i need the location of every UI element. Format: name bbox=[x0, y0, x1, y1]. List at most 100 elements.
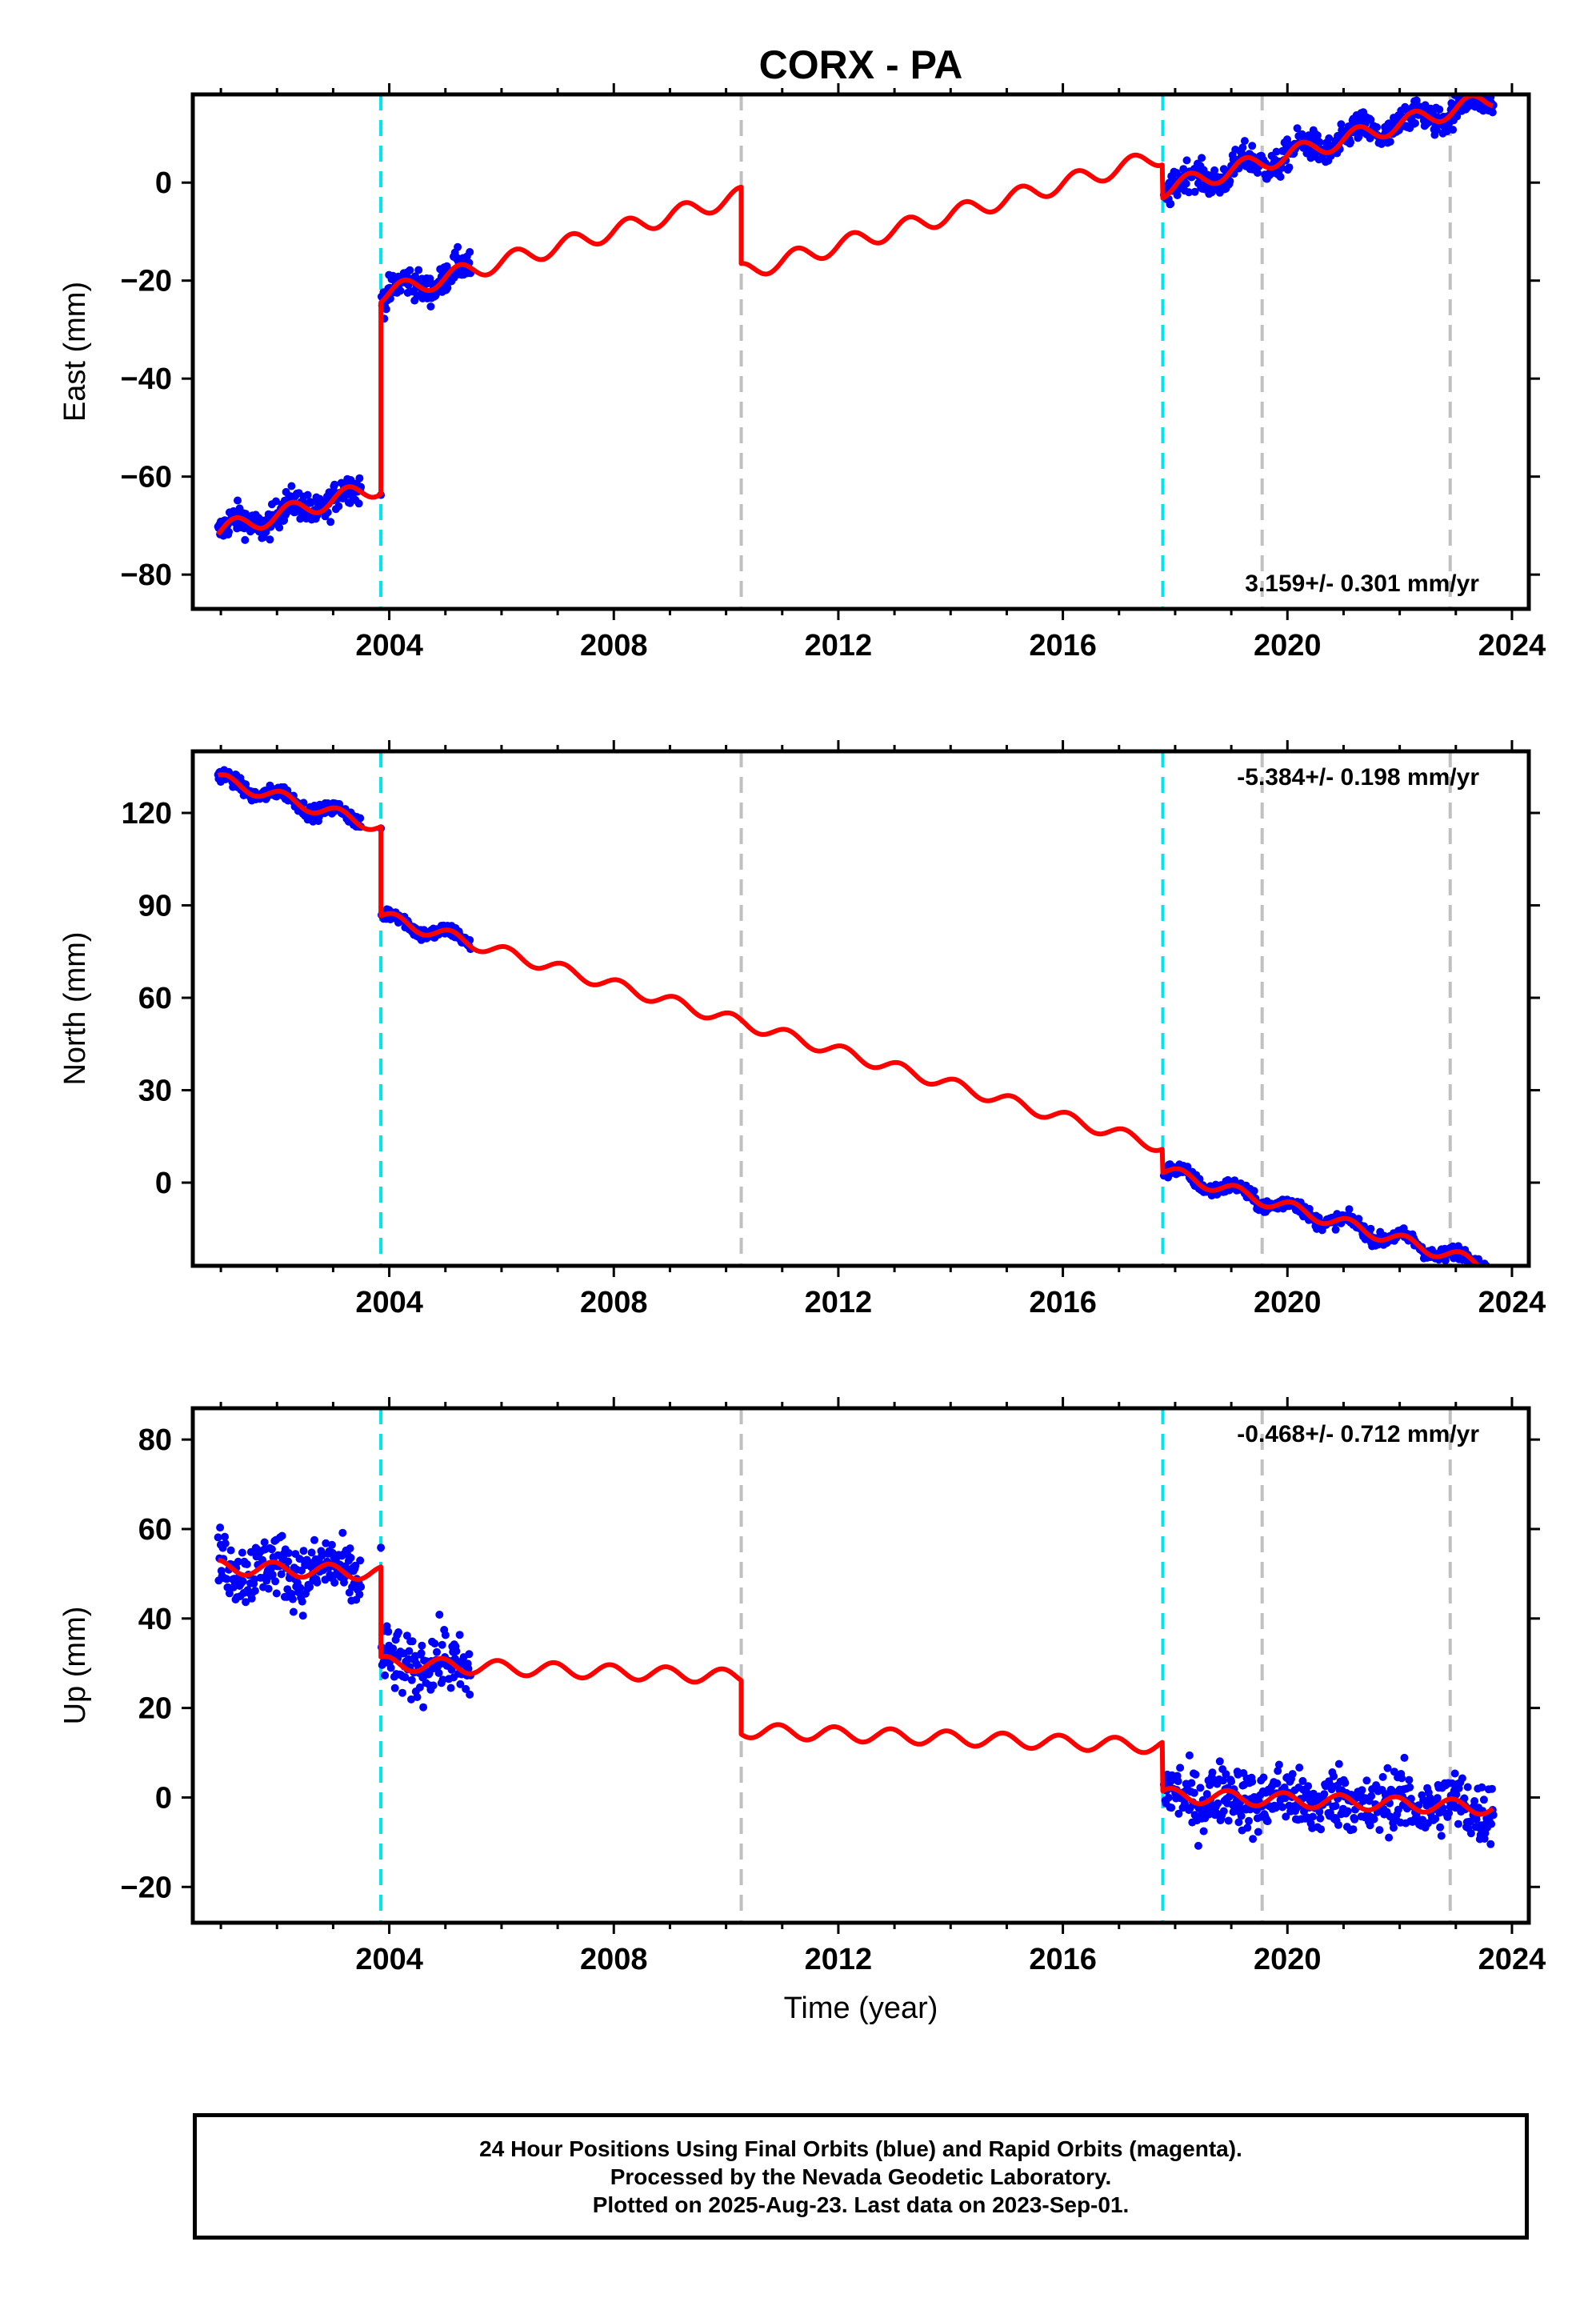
observation-point bbox=[1453, 112, 1462, 121]
observation-point bbox=[1167, 1804, 1176, 1812]
observation-point bbox=[1386, 138, 1394, 146]
observation-point bbox=[446, 1683, 455, 1692]
observation-point bbox=[1234, 1818, 1243, 1827]
observation-point bbox=[1245, 1816, 1253, 1825]
footer-line-3: Plotted on 2025-Aug-23. Last data on 202… bbox=[592, 2192, 1130, 2217]
observation-point bbox=[1468, 81, 1476, 89]
observation-point bbox=[447, 1665, 456, 1674]
observation-point bbox=[1470, 80, 1478, 88]
observation-point bbox=[1370, 1815, 1378, 1824]
observation-point bbox=[1488, 108, 1497, 117]
x-tick-label: 2008 bbox=[580, 1286, 648, 1319]
observation-point bbox=[1259, 1773, 1268, 1782]
observation-point bbox=[1390, 1824, 1398, 1832]
observation-point bbox=[334, 502, 343, 510]
observation-point bbox=[1181, 1800, 1189, 1808]
observation-point bbox=[408, 1637, 417, 1646]
observation-point bbox=[1458, 1774, 1466, 1783]
y-tick-label: 60 bbox=[138, 982, 172, 1015]
observation-point bbox=[1315, 1808, 1324, 1816]
observation-point bbox=[1219, 1807, 1228, 1816]
observation-point bbox=[1435, 105, 1444, 114]
observation-point bbox=[346, 1553, 355, 1562]
observation-point bbox=[1479, 1796, 1488, 1804]
y-tick-label: −80 bbox=[121, 558, 172, 592]
y-tick-label: 30 bbox=[138, 1075, 172, 1108]
observation-point bbox=[1373, 123, 1381, 131]
observation-point bbox=[1454, 1820, 1462, 1828]
observation-point bbox=[267, 1563, 276, 1572]
x-axis-label: Time (year) bbox=[784, 1992, 938, 2025]
model-fit-line bbox=[217, 1557, 1494, 1817]
chart-title: CORX - PA bbox=[759, 42, 963, 87]
observation-point bbox=[306, 1583, 314, 1591]
observation-point bbox=[1191, 1770, 1200, 1779]
observation-point bbox=[462, 1684, 470, 1693]
observation-point bbox=[394, 1628, 402, 1636]
x-tick-label: 2020 bbox=[1254, 1943, 1322, 1976]
observation-point bbox=[1226, 177, 1234, 186]
observation-point bbox=[266, 535, 274, 544]
observation-point bbox=[268, 1571, 277, 1579]
observation-point bbox=[1486, 1840, 1495, 1848]
observation-point bbox=[1295, 1764, 1304, 1772]
observation-point bbox=[1326, 1808, 1334, 1817]
observation-point bbox=[1285, 163, 1294, 172]
observation-point bbox=[438, 1675, 447, 1684]
y-tick-label: −40 bbox=[121, 362, 172, 396]
observation-point bbox=[1334, 1820, 1342, 1829]
observation-point bbox=[1476, 1267, 1484, 1275]
observation-point bbox=[1470, 1797, 1479, 1805]
observation-point bbox=[272, 497, 280, 506]
observation-point bbox=[1367, 1792, 1376, 1800]
observation-point bbox=[351, 1561, 360, 1570]
observation-point bbox=[1475, 83, 1483, 91]
observation-point bbox=[1473, 83, 1481, 91]
observation-point bbox=[1412, 96, 1421, 105]
observation-point bbox=[327, 1540, 336, 1549]
observation-point bbox=[456, 1679, 465, 1688]
observation-point bbox=[1194, 1841, 1202, 1850]
x-tick-label: 2024 bbox=[1478, 629, 1546, 663]
observation-point bbox=[1445, 1809, 1454, 1817]
plot-frame bbox=[190, 1406, 1531, 1925]
observation-point bbox=[318, 1551, 326, 1560]
observation-point bbox=[1222, 1770, 1230, 1779]
observation-point bbox=[1487, 1271, 1495, 1279]
observation-point bbox=[413, 1693, 422, 1701]
observation-point bbox=[1164, 1793, 1173, 1802]
observation-point bbox=[419, 1703, 428, 1711]
observation-point bbox=[1482, 1267, 1490, 1275]
x-tick-label: 2020 bbox=[1254, 1286, 1322, 1319]
observation-point bbox=[1473, 1267, 1481, 1275]
observation-point bbox=[1325, 134, 1334, 142]
observation-point bbox=[1176, 1764, 1185, 1772]
observation-point bbox=[1469, 85, 1477, 93]
observation-point bbox=[289, 1595, 297, 1603]
observation-point bbox=[247, 1594, 256, 1603]
observation-point bbox=[415, 1683, 424, 1691]
observation-point bbox=[384, 1627, 393, 1636]
x-tick-label: 2012 bbox=[805, 1286, 873, 1319]
observation-point bbox=[1254, 1828, 1262, 1836]
observation-point bbox=[426, 274, 434, 283]
observation-point bbox=[406, 266, 414, 274]
observation-point bbox=[238, 1577, 247, 1586]
observation-point bbox=[1215, 1757, 1224, 1766]
observation-point bbox=[1386, 1812, 1394, 1821]
observation-point bbox=[1400, 1753, 1409, 1762]
observation-point bbox=[429, 1681, 438, 1690]
observation-point bbox=[418, 1641, 426, 1650]
y-tick-label: 20 bbox=[138, 1692, 172, 1726]
observation-point bbox=[1398, 1774, 1406, 1783]
observation-point bbox=[1383, 1764, 1392, 1772]
observation-point bbox=[226, 1546, 235, 1555]
y-axis-label: Up (mm) bbox=[58, 1607, 92, 1725]
observation-point bbox=[443, 283, 452, 292]
observation-point bbox=[1166, 199, 1175, 208]
observation-point bbox=[381, 1671, 390, 1679]
observation-point bbox=[1205, 1810, 1214, 1819]
observation-point bbox=[1483, 1274, 1491, 1282]
x-tick-label: 2016 bbox=[1029, 1286, 1097, 1319]
observation-point bbox=[1405, 1776, 1414, 1784]
